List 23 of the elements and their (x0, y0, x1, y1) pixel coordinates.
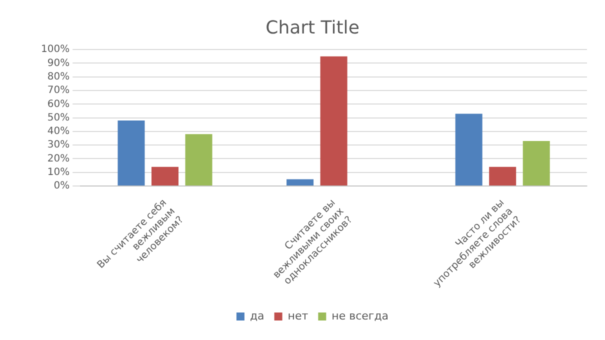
bar (489, 166, 516, 186)
legend-label: да (250, 309, 264, 322)
bar (151, 166, 178, 186)
chart-title: Chart Title (266, 17, 360, 38)
y-tick-label: 60% (47, 98, 70, 110)
legend-label: нет (288, 309, 309, 322)
y-tick-label: 90% (47, 58, 70, 69)
bar (455, 114, 482, 186)
bar (522, 141, 550, 186)
y-tick-label: 100% (40, 44, 70, 56)
bar (320, 56, 348, 186)
bar (286, 179, 314, 186)
y-tick-label: 40% (47, 126, 70, 138)
y-tick-label: 30% (47, 140, 70, 151)
y-tick-label: 10% (47, 166, 70, 178)
y-tick-label: 50% (47, 112, 70, 124)
bar (185, 134, 212, 186)
y-tick-label: 0% (54, 180, 70, 192)
legend-label: не всегда (332, 309, 389, 322)
y-tick-label: 20% (47, 153, 70, 164)
y-tick-label: 80% (47, 71, 70, 82)
y-tick-label: 70% (47, 85, 70, 96)
bar (118, 120, 145, 186)
